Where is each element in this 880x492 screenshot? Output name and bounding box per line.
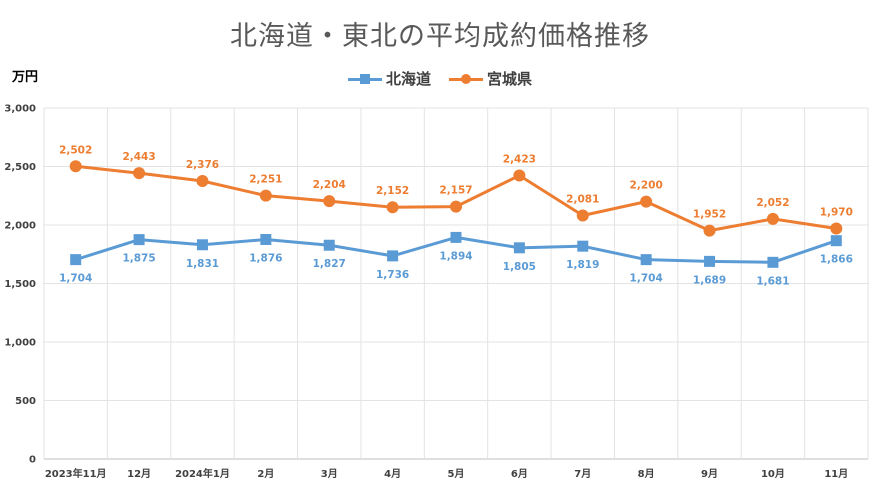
legend-item-hokkaido: 北海道	[347, 68, 431, 89]
x-tick-label: 2023年11月	[45, 467, 107, 480]
data-point-0	[323, 239, 335, 251]
data-point-0	[196, 239, 208, 251]
data-point-1	[133, 167, 146, 180]
y-tick-label: 2,500	[4, 162, 36, 173]
data-label-0: 1,894	[439, 250, 472, 262]
y-unit-label: 万円	[12, 70, 39, 85]
x-tick-label: 6月	[511, 468, 528, 480]
x-tick-label: 7月	[574, 468, 591, 480]
legend-swatch-miyagi	[449, 72, 483, 86]
x-tick-label: 8月	[638, 468, 655, 480]
data-point-1	[386, 201, 399, 214]
x-tick-label: 2024年1月	[175, 467, 230, 480]
data-label-1: 2,251	[249, 174, 282, 186]
data-point-0	[577, 240, 589, 252]
data-point-1	[69, 160, 82, 173]
x-tick-label: 4月	[384, 468, 401, 480]
data-label-0: 1,704	[630, 273, 663, 285]
data-label-1: 2,376	[186, 159, 219, 171]
legend: 北海道 宮城県	[0, 68, 880, 89]
data-point-1	[576, 209, 589, 222]
data-point-0	[450, 231, 462, 243]
data-label-1: 2,081	[566, 194, 599, 206]
data-point-0	[70, 254, 82, 266]
data-label-1: 2,052	[756, 197, 789, 209]
data-point-0	[640, 254, 652, 266]
y-tick-label: 500	[15, 396, 36, 407]
data-point-1	[323, 195, 336, 208]
data-point-0	[387, 250, 399, 262]
data-point-0	[830, 235, 842, 247]
data-point-1	[766, 212, 779, 225]
data-label-1: 2,423	[503, 154, 536, 166]
y-tick-label: 0	[29, 455, 36, 466]
data-label-1: 1,952	[693, 209, 726, 221]
x-tick-label: 11月	[824, 468, 848, 480]
x-tick-label: 9月	[701, 468, 718, 480]
chart-title: 北海道・東北の平均成約価格推移	[230, 21, 650, 52]
data-label-1: 1,970	[820, 207, 853, 219]
data-point-0	[133, 234, 145, 246]
data-label-0: 1,736	[376, 269, 409, 281]
legend-label-hokkaido: 北海道	[385, 70, 431, 88]
data-label-0: 1,866	[820, 254, 853, 266]
x-tick-label: 3月	[321, 468, 338, 480]
data-point-1	[513, 169, 526, 182]
data-label-0: 1,689	[693, 274, 726, 286]
y-tick-label: 3,000	[4, 104, 36, 115]
data-point-1	[830, 222, 843, 235]
x-tick-label: 5月	[448, 468, 465, 480]
data-point-0	[513, 242, 525, 254]
data-label-0: 1,876	[249, 253, 282, 265]
x-tick-label: 12月	[127, 468, 151, 480]
data-label-1: 2,152	[376, 185, 409, 197]
data-point-1	[640, 195, 653, 208]
data-label-1: 2,443	[122, 151, 155, 163]
data-point-0	[260, 234, 272, 246]
data-point-1	[196, 175, 209, 188]
data-point-1	[259, 189, 272, 202]
series-line-1	[75, 164, 837, 233]
data-point-0	[704, 255, 716, 267]
data-label-0: 1,819	[566, 259, 599, 271]
data-label-0: 1,704	[59, 273, 92, 285]
data-point-1	[450, 200, 462, 213]
data-label-1: 2,157	[439, 185, 472, 197]
data-label-1: 2,204	[313, 179, 346, 191]
data-label-1: 2,502	[59, 144, 92, 156]
legend-item-miyagi: 宮城県	[449, 68, 532, 89]
data-label-1: 2,200	[630, 180, 663, 192]
y-tick-label: 2,000	[4, 221, 36, 232]
y-tick-label: 1,000	[4, 338, 36, 349]
x-tick-label: 2月	[257, 468, 274, 480]
x-tick-label: 10月	[761, 468, 785, 480]
data-label-0: 1,681	[756, 275, 789, 287]
data-label-0: 1,805	[503, 261, 536, 273]
data-point-0	[767, 256, 779, 268]
y-tick-label: 1,500	[4, 279, 36, 290]
legend-label-miyagi: 宮城県	[487, 70, 533, 88]
data-label-0: 1,875	[122, 253, 155, 265]
data-label-0: 1,827	[313, 258, 346, 270]
data-label-0: 1,831	[186, 258, 219, 270]
data-point-1	[703, 224, 716, 237]
legend-swatch-hokkaido	[347, 72, 382, 86]
